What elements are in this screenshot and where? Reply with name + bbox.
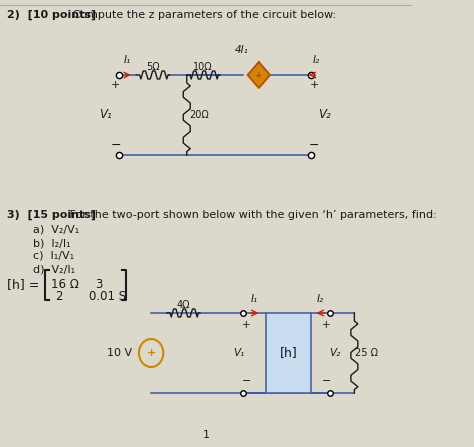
Text: V₂: V₂	[318, 109, 331, 122]
Text: V₂: V₂	[329, 348, 340, 358]
Text: 3: 3	[96, 278, 103, 291]
Text: +: +	[242, 320, 251, 330]
Text: 16 Ω: 16 Ω	[51, 278, 79, 291]
Text: c)  I₁/V₁: c) I₁/V₁	[33, 251, 74, 261]
Text: +: +	[322, 320, 331, 330]
Text: 2: 2	[55, 290, 63, 303]
Text: −: −	[322, 376, 331, 386]
Text: I₁: I₁	[124, 55, 131, 65]
Text: +: +	[255, 71, 263, 80]
Text: 4I₁: 4I₁	[235, 45, 248, 55]
Text: [h]: [h]	[280, 346, 297, 359]
Text: V₁: V₁	[99, 109, 112, 122]
Text: +: +	[111, 80, 120, 90]
Text: 10Ω: 10Ω	[193, 62, 213, 72]
Text: 5Ω: 5Ω	[146, 62, 160, 72]
Text: a)  V₂/V₁: a) V₂/V₁	[33, 225, 79, 235]
Text: Compute the z parameters of the circuit below:: Compute the z parameters of the circuit …	[70, 10, 337, 20]
Text: +: +	[310, 80, 319, 90]
Text: −: −	[242, 376, 251, 386]
Text: b)  I₂/I₁: b) I₂/I₁	[33, 238, 71, 248]
Text: V₁: V₁	[233, 348, 245, 358]
Text: I₂: I₂	[317, 294, 324, 304]
Text: −: −	[309, 139, 319, 152]
Bar	[266, 313, 311, 393]
Text: For the two-port shown below with the given ‘h’ parameters, find:: For the two-port shown below with the gi…	[66, 210, 437, 220]
Text: +: +	[146, 348, 156, 358]
Text: 2)  [10 points]: 2) [10 points]	[7, 10, 96, 20]
Text: I₂: I₂	[312, 55, 320, 65]
Text: d)  V₂/I₁: d) V₂/I₁	[33, 264, 75, 274]
Text: 10 V: 10 V	[107, 348, 132, 358]
Text: I₁: I₁	[251, 294, 258, 304]
Text: [h] =: [h] =	[7, 278, 39, 291]
Text: 20Ω: 20Ω	[189, 110, 209, 120]
Text: 0.01 S: 0.01 S	[89, 290, 126, 303]
Polygon shape	[247, 62, 270, 88]
Text: 4Ω: 4Ω	[176, 300, 190, 310]
Text: 25 Ω: 25 Ω	[355, 348, 378, 358]
Text: 3)  [15 points]: 3) [15 points]	[7, 210, 96, 220]
Text: 1: 1	[202, 430, 210, 440]
Text: −: −	[110, 139, 121, 152]
